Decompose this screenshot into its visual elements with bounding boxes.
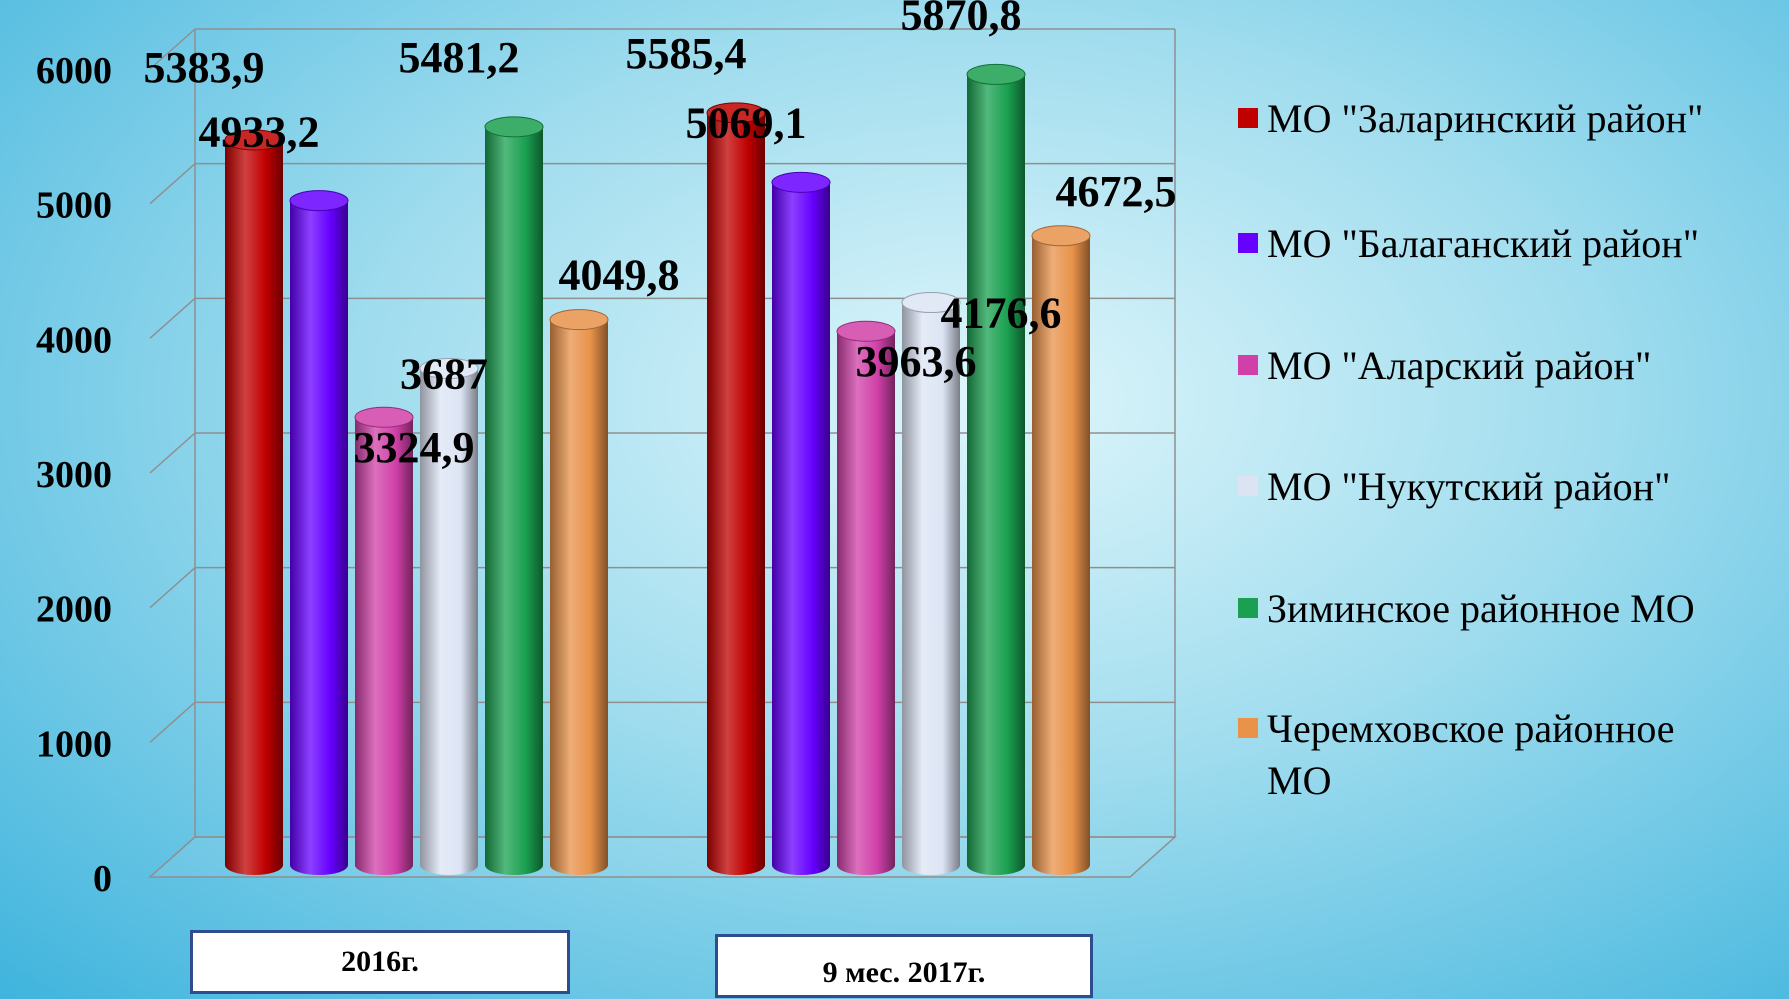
y-tick-label: 4000	[36, 319, 112, 361]
bar-body	[225, 139, 283, 875]
bar	[706, 102, 766, 875]
legend-swatch	[1238, 718, 1258, 738]
bar	[771, 171, 831, 875]
y-axis: 0 1000 2000 3000 4000 5000 6000	[36, 50, 112, 900]
legend-item: МО "Нукутский район"	[1238, 464, 1670, 509]
category-label-2017: 9 мес. 2017г.	[715, 934, 1093, 998]
bar-body	[1032, 235, 1090, 875]
legend-item: МО "Балаганский район"	[1238, 221, 1699, 266]
bar	[289, 190, 349, 875]
legend-label: Черемховское районное	[1267, 706, 1675, 751]
grid-diagonal	[149, 297, 196, 339]
bar-body	[355, 417, 413, 875]
legend-label: МО	[1267, 758, 1331, 803]
legend-item: Зиминское районное МО	[1238, 586, 1695, 631]
data-label: 3963,6	[856, 337, 977, 386]
data-label: 3687	[400, 349, 488, 398]
y-tick-label: 2000	[36, 589, 112, 631]
bar	[1031, 225, 1091, 875]
legend-item: МО "Аларский район"	[1238, 343, 1651, 388]
bar-top	[706, 102, 766, 124]
bar	[836, 320, 896, 875]
data-label: 4049,8	[559, 251, 680, 300]
bar-body	[837, 331, 895, 875]
bar-top	[966, 63, 1026, 85]
bar-body	[772, 182, 830, 875]
bar-top	[836, 320, 896, 342]
bar-top	[289, 190, 349, 212]
bar-top	[354, 406, 414, 428]
bar	[419, 357, 479, 875]
legend-label: Зиминское районное МО	[1267, 586, 1695, 631]
data-label: 5481,2	[399, 33, 520, 82]
bar-body	[707, 112, 765, 875]
data-label: 5069,1	[686, 98, 807, 147]
y-tick-label: 1000	[36, 723, 112, 765]
bar-body	[420, 368, 478, 875]
chart-legend: МО "Заларинский район" МО "Балаганский ра…	[1238, 96, 1703, 803]
grid-diagonal	[149, 432, 196, 474]
bar	[484, 116, 544, 876]
bar-top	[419, 357, 479, 379]
legend-item: МО "Заларинский район"	[1238, 96, 1703, 141]
legend-label: МО "Аларский район"	[1267, 343, 1651, 388]
bar-top	[549, 309, 609, 331]
bar-top	[1031, 225, 1091, 247]
bar	[549, 309, 609, 875]
data-label: 4933,2	[199, 108, 320, 157]
bar-top	[224, 129, 284, 151]
bar	[224, 129, 284, 875]
bar	[901, 292, 961, 875]
bar-body	[290, 200, 348, 875]
bar-top	[771, 171, 831, 193]
data-label: 4176,6	[941, 289, 1062, 338]
data-label: 5870,8	[901, 0, 1022, 39]
bar-body	[550, 319, 608, 875]
legend-swatch	[1238, 108, 1258, 128]
grid-diagonal	[149, 567, 196, 609]
bar	[354, 406, 414, 875]
legend-swatch	[1238, 233, 1258, 253]
grid-diagonal	[149, 28, 196, 70]
legend-label: МО "Нукутский район"	[1267, 464, 1670, 509]
grid-diagonal	[149, 701, 196, 743]
y-tick-label: 5000	[36, 185, 112, 227]
data-label: 3324,9	[354, 423, 475, 472]
data-label: 5585,4	[626, 29, 747, 78]
chart-bars	[224, 63, 1091, 876]
bar-body	[485, 126, 543, 876]
data-labels: 5383,9 4933,2 3324,9 3687 5481,2 4049,8 5585,4…	[144, 0, 1177, 472]
bar-top	[901, 292, 961, 314]
y-tick-label: 6000	[36, 50, 112, 92]
legend-label: МО "Заларинский район"	[1267, 96, 1703, 141]
category-label-2016: 2016г.	[190, 930, 570, 994]
data-label: 4672,5	[1056, 167, 1177, 216]
y-tick-label: 3000	[36, 454, 112, 496]
legend-swatch	[1238, 598, 1258, 618]
legend-swatch	[1238, 476, 1258, 496]
bar-top	[484, 116, 544, 138]
legend-label: МО "Балаганский район"	[1267, 221, 1699, 266]
data-label: 5383,9	[144, 43, 265, 92]
bar-body	[967, 74, 1025, 876]
y-tick-label: 0	[93, 858, 112, 900]
bar	[966, 63, 1026, 876]
legend-item: Черемховское районное МО	[1238, 706, 1675, 803]
legend-swatch	[1238, 355, 1258, 375]
bar-body	[902, 302, 960, 875]
grid-diagonal	[149, 163, 196, 205]
